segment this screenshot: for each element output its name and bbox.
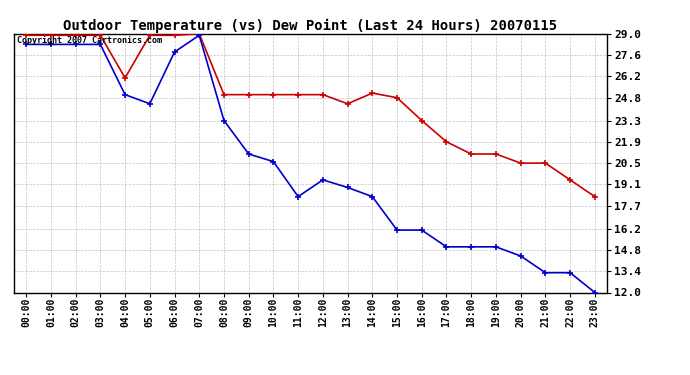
Title: Outdoor Temperature (vs) Dew Point (Last 24 Hours) 20070115: Outdoor Temperature (vs) Dew Point (Last… [63,18,558,33]
Text: Copyright 2007 Cartronics.com: Copyright 2007 Cartronics.com [17,36,161,45]
